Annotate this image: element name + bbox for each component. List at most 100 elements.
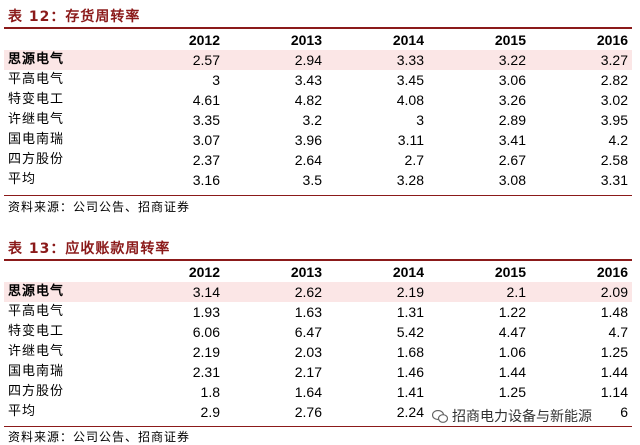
table-row: 四方股份 2.37 2.64 2.7 2.67 2.58 (4, 150, 632, 170)
value-cell: 2.82 (600, 72, 628, 88)
value-cell: 3.95 (600, 112, 628, 128)
table-13-top-rule (4, 259, 632, 261)
value-cell: 3.07 (192, 132, 220, 148)
table-row: 思源电气 3.14 2.62 2.19 2.1 2.09 (4, 282, 632, 302)
year-header: 2015 (494, 264, 526, 280)
value-cell: 1.25 (600, 344, 628, 360)
value-cell: 3.08 (498, 172, 526, 188)
value-cell: 4.7 (608, 324, 628, 340)
table-row: 四方股份 1.8 1.64 1.41 1.25 1.14 (4, 382, 632, 402)
company-name: 国电南瑞 (8, 364, 65, 379)
inventory-turnover-table: 2012 2013 2014 2015 2016 思源电气 2.57 2.94 3.33 3.2… (4, 30, 632, 190)
value-cell: 1.63 (294, 304, 322, 320)
value-cell: 3.41 (498, 132, 526, 148)
company-name: 平高电气 (8, 304, 65, 319)
table-row: 国电南瑞 3.07 3.96 3.11 3.41 4.2 (4, 130, 632, 150)
table-row: 特变电工 4.61 4.82 4.08 3.26 3.02 (4, 90, 632, 110)
company-name: 许继电气 (8, 112, 65, 127)
value-cell: 1.25 (498, 384, 526, 400)
value-cell: 3.22 (428, 50, 530, 70)
value-cell: 1.41 (396, 384, 424, 400)
watermark: 招商电力设备与新能源 (431, 406, 592, 426)
value-cell: 1.14 (600, 384, 628, 400)
company-name: 平高电气 (8, 72, 65, 87)
value-cell: 2.09 (530, 282, 632, 302)
table-row: 平高电气 3 3.43 3.45 3.06 2.82 (4, 70, 632, 90)
value-cell: 1.64 (294, 384, 322, 400)
value-cell: 3.45 (396, 72, 424, 88)
value-cell: 3.26 (498, 92, 526, 108)
table-header-row: 2012 2013 2014 2015 2016 (4, 30, 632, 50)
company-name: 国电南瑞 (8, 132, 65, 147)
value-cell: 2.9 (200, 404, 220, 420)
table-13-source: 资料来源：公司公告、招商证券 (8, 430, 191, 444)
value-cell: 2.19 (192, 344, 220, 360)
value-cell: 1.8 (200, 384, 220, 400)
table-row: 许继电气 3.35 3.2 3 2.89 3.95 (4, 110, 632, 130)
value-cell: 5.42 (396, 324, 424, 340)
value-cell: 1.93 (192, 304, 220, 320)
value-cell: 2.94 (224, 50, 326, 70)
value-cell: 6.47 (294, 324, 322, 340)
value-cell: 1.06 (498, 344, 526, 360)
value-cell: 1.44 (600, 364, 628, 380)
receivables-turnover-table: 2012 2013 2014 2015 2016 思源电气 3.14 2.62 2.19 2.1… (4, 262, 632, 422)
company-name: 许继电气 (8, 344, 65, 359)
table-row: 特变电工 6.06 6.47 5.42 4.47 4.7 (4, 322, 632, 342)
header-blank (4, 262, 122, 282)
value-cell: 3.14 (122, 282, 224, 302)
value-cell: 2.58 (600, 152, 628, 168)
value-cell: 6 (620, 404, 628, 420)
header-blank (4, 30, 122, 50)
company-name: 四方股份 (8, 152, 65, 167)
company-name: 平均 (8, 172, 37, 187)
value-cell: 2.7 (404, 152, 424, 168)
table-row: 许继电气 2.19 2.03 1.68 1.06 1.25 (4, 342, 632, 362)
table-12-source: 资料来源：公司公告、招商证券 (8, 200, 191, 214)
value-cell: 2.31 (192, 364, 220, 380)
value-cell: 2.19 (326, 282, 428, 302)
value-cell: 4.82 (294, 92, 322, 108)
table-row: 平均 3.16 3.5 3.28 3.08 3.31 (4, 170, 632, 190)
value-cell: 2.64 (294, 152, 322, 168)
value-cell: 3.5 (302, 172, 322, 188)
company-name: 思源电气 (4, 50, 122, 70)
value-cell: 2.37 (192, 152, 220, 168)
value-cell: 3.02 (600, 92, 628, 108)
value-cell: 3.31 (600, 172, 628, 188)
year-header: 2016 (596, 264, 628, 280)
value-cell: 3.27 (530, 50, 632, 70)
value-cell: 1.48 (600, 304, 628, 320)
company-name: 特变电工 (8, 324, 65, 339)
year-header: 2015 (494, 32, 526, 48)
company-name: 思源电气 (4, 282, 122, 302)
table-13-bottom-rule (4, 426, 632, 427)
year-header: 2014 (392, 264, 424, 280)
value-cell: 3.11 (397, 132, 424, 148)
table-12-top-rule (4, 27, 632, 29)
table-row: 平高电气 1.93 1.63 1.31 1.22 1.48 (4, 302, 632, 322)
value-cell: 3 (212, 72, 220, 88)
table-row: 国电南瑞 2.31 2.17 1.46 1.44 1.44 (4, 362, 632, 382)
value-cell: 4.08 (396, 92, 424, 108)
value-cell: 3.35 (192, 112, 220, 128)
value-cell: 3.06 (498, 72, 526, 88)
table-12-bottom-rule (4, 195, 632, 196)
value-cell: 3.96 (294, 132, 322, 148)
table-12-title: 表 12：存货周转率 (8, 9, 141, 25)
value-cell: 4.61 (192, 92, 220, 108)
table-row: 思源电气 2.57 2.94 3.33 3.22 3.27 (4, 50, 632, 70)
value-cell: 2.89 (498, 112, 526, 128)
value-cell: 3.43 (294, 72, 322, 88)
value-cell: 3.2 (302, 112, 322, 128)
value-cell: 2.1 (428, 282, 530, 302)
company-name: 四方股份 (8, 384, 65, 399)
value-cell: 1.44 (498, 364, 526, 380)
value-cell: 3.28 (396, 172, 424, 188)
year-header: 2013 (290, 264, 322, 280)
value-cell: 4.47 (498, 324, 526, 340)
value-cell: 4.2 (608, 132, 628, 148)
value-cell: 2.67 (498, 152, 526, 168)
value-cell: 1.68 (396, 344, 424, 360)
year-header: 2012 (188, 32, 220, 48)
